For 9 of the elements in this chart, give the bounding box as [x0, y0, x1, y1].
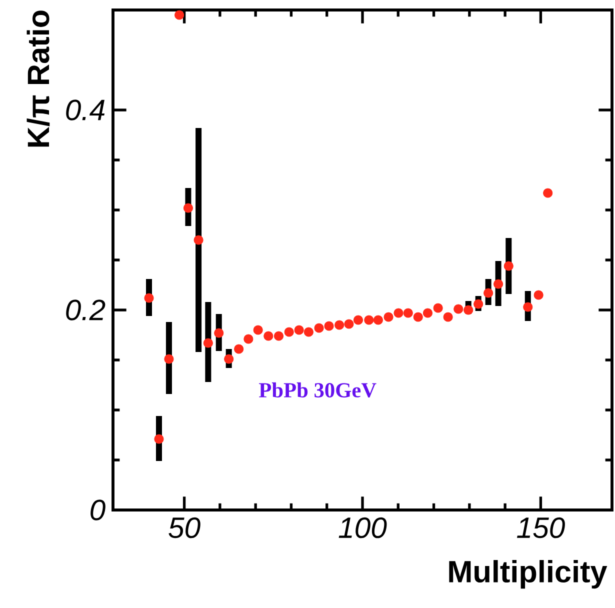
y-tick-label: 0	[90, 500, 106, 520]
y-tick-label: 0.2	[66, 300, 106, 320]
x-axis-title: Multiplicity	[449, 560, 608, 589]
x-tick-label: 150	[516, 517, 565, 538]
x-tick-label: 100	[338, 517, 387, 538]
y-tick-label: 0.4	[66, 100, 105, 120]
annotation: PbPb 30GeV	[258, 382, 376, 398]
x-tick-label: 50	[168, 517, 200, 538]
y-axis-title: K/π Ratio	[26, 10, 50, 147]
